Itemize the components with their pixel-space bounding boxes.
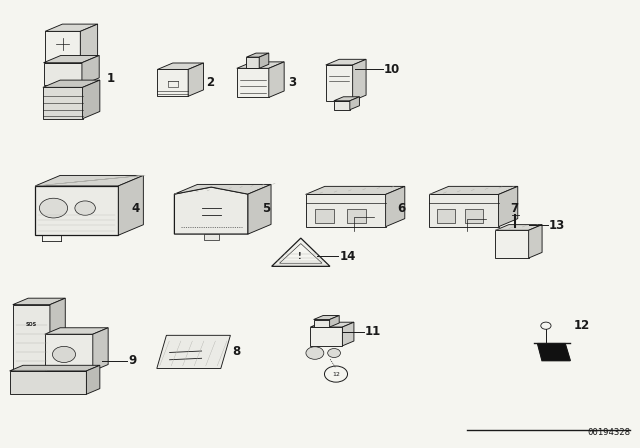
- Polygon shape: [326, 59, 366, 65]
- Polygon shape: [10, 365, 100, 371]
- Polygon shape: [280, 244, 322, 263]
- Bar: [465, 209, 483, 224]
- Polygon shape: [495, 230, 529, 258]
- Circle shape: [541, 322, 551, 329]
- Polygon shape: [310, 322, 354, 327]
- Bar: [204, 234, 219, 240]
- Polygon shape: [314, 315, 339, 319]
- Text: 9: 9: [128, 354, 136, 367]
- Polygon shape: [353, 59, 366, 101]
- Polygon shape: [43, 80, 100, 87]
- Text: 3: 3: [288, 76, 296, 90]
- Polygon shape: [248, 185, 271, 234]
- Polygon shape: [13, 298, 65, 305]
- Polygon shape: [342, 322, 354, 346]
- Text: 11: 11: [365, 325, 381, 338]
- Polygon shape: [385, 186, 405, 227]
- Polygon shape: [350, 97, 360, 110]
- Polygon shape: [429, 186, 518, 194]
- Polygon shape: [330, 315, 339, 327]
- Polygon shape: [157, 69, 188, 96]
- Polygon shape: [82, 56, 99, 85]
- Polygon shape: [44, 63, 82, 85]
- Polygon shape: [157, 335, 230, 368]
- Text: 7: 7: [510, 202, 518, 215]
- Text: 10: 10: [384, 63, 400, 76]
- Circle shape: [328, 349, 340, 358]
- Bar: [347, 209, 366, 224]
- Polygon shape: [13, 305, 50, 374]
- Text: 13: 13: [549, 219, 565, 232]
- Polygon shape: [174, 187, 248, 234]
- Polygon shape: [538, 344, 570, 361]
- Polygon shape: [529, 224, 542, 258]
- Polygon shape: [306, 186, 405, 194]
- Polygon shape: [35, 176, 143, 186]
- Polygon shape: [44, 56, 99, 63]
- Text: 6: 6: [397, 202, 405, 215]
- Polygon shape: [188, 63, 204, 96]
- Bar: [437, 209, 455, 224]
- Polygon shape: [35, 186, 118, 235]
- Text: 1: 1: [106, 72, 115, 85]
- Polygon shape: [10, 371, 86, 394]
- Text: 12: 12: [574, 319, 590, 332]
- Text: 14: 14: [339, 250, 356, 263]
- Text: 2: 2: [206, 76, 214, 90]
- Polygon shape: [499, 186, 518, 227]
- Polygon shape: [314, 319, 330, 327]
- Polygon shape: [93, 328, 108, 371]
- Circle shape: [324, 366, 348, 382]
- Circle shape: [306, 347, 324, 359]
- Text: 4: 4: [131, 202, 140, 215]
- Polygon shape: [43, 87, 83, 119]
- Polygon shape: [45, 31, 81, 63]
- Polygon shape: [45, 328, 108, 334]
- Text: 8: 8: [232, 345, 241, 358]
- Polygon shape: [81, 24, 97, 63]
- Polygon shape: [118, 176, 143, 235]
- Polygon shape: [83, 80, 100, 119]
- Polygon shape: [246, 57, 259, 69]
- Text: 00194328: 00194328: [588, 428, 630, 437]
- Text: SOS: SOS: [26, 322, 37, 327]
- Polygon shape: [237, 62, 284, 69]
- Polygon shape: [269, 62, 284, 97]
- Bar: [316, 209, 335, 224]
- Circle shape: [52, 346, 76, 362]
- Polygon shape: [45, 24, 97, 31]
- Polygon shape: [310, 327, 342, 346]
- Circle shape: [40, 198, 68, 218]
- Polygon shape: [334, 97, 360, 101]
- Text: 5: 5: [262, 202, 271, 215]
- Polygon shape: [86, 365, 100, 394]
- Polygon shape: [306, 194, 385, 227]
- Polygon shape: [45, 334, 93, 371]
- Polygon shape: [259, 53, 269, 69]
- Text: !: !: [298, 252, 301, 261]
- Polygon shape: [50, 298, 65, 374]
- Text: 12: 12: [332, 371, 340, 377]
- Polygon shape: [237, 69, 269, 97]
- Polygon shape: [495, 224, 542, 230]
- Polygon shape: [157, 63, 204, 69]
- Polygon shape: [429, 194, 499, 227]
- Polygon shape: [174, 185, 271, 194]
- Circle shape: [75, 201, 95, 215]
- Polygon shape: [246, 53, 269, 57]
- Polygon shape: [334, 101, 350, 110]
- Polygon shape: [326, 65, 353, 101]
- Polygon shape: [272, 238, 330, 266]
